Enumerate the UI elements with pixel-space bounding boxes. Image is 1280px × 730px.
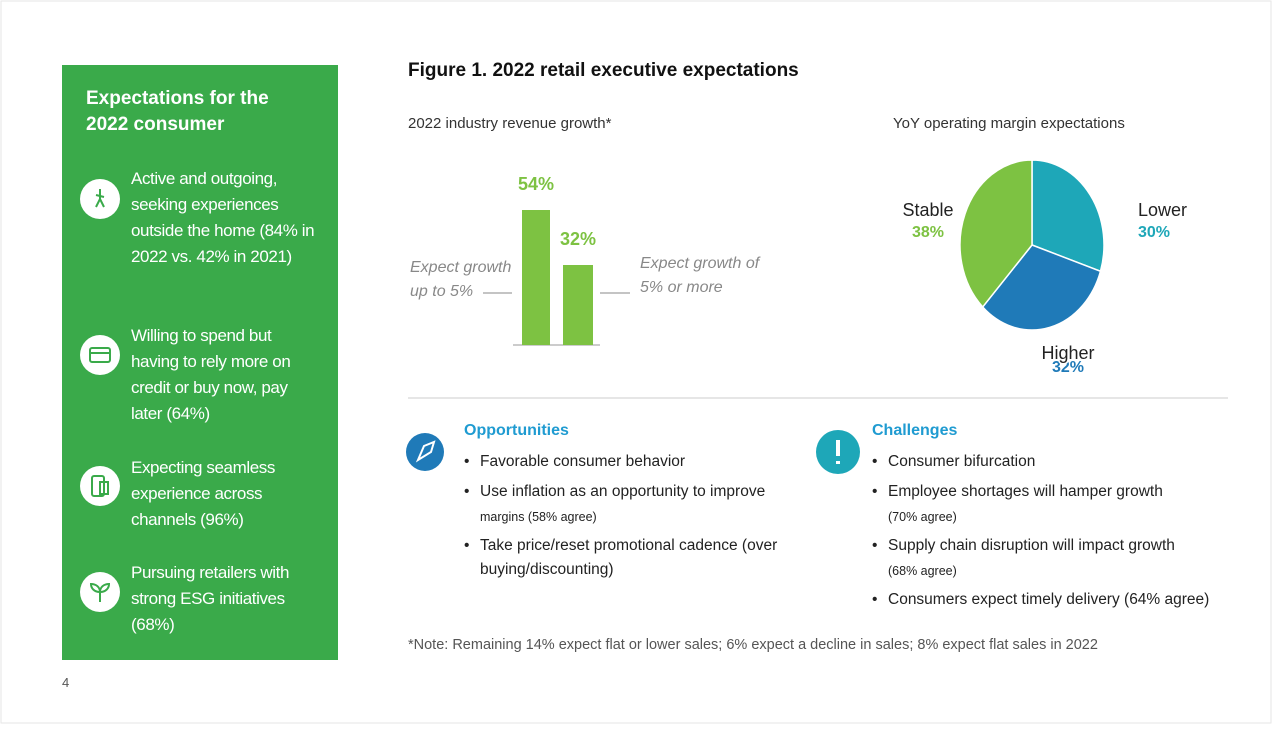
bullet-detail: (70% agree) bbox=[888, 510, 957, 524]
bullet-text: Use inflation as an opportunity to impro… bbox=[480, 483, 766, 500]
bullet-dot: • bbox=[464, 453, 470, 470]
bullet-dot: • bbox=[872, 591, 878, 608]
sidebar-item: Willing to spend but having to rely more… bbox=[131, 326, 291, 423]
bar-value-label: 32% bbox=[560, 229, 596, 249]
pie-category-label: Higher bbox=[1041, 343, 1094, 363]
bar bbox=[563, 265, 593, 345]
bullet-dot: • bbox=[872, 537, 878, 554]
pie-value-label: 30% bbox=[1138, 224, 1170, 241]
bullet-text: Employee shortages will hamper growth bbox=[888, 483, 1163, 500]
bullet-dot: • bbox=[872, 453, 878, 470]
pie-chart-title: YoY operating margin expectations bbox=[893, 115, 1125, 132]
bullet-item: • Employee shortages will hamper growth bbox=[872, 480, 1232, 504]
pie-category-label: Stable bbox=[902, 200, 953, 220]
pie-value-label: 38% bbox=[912, 224, 944, 241]
pie-category-label: Lower bbox=[1138, 200, 1187, 220]
figure-title: Figure 1. 2022 retail executive expectat… bbox=[408, 60, 799, 81]
bullet-item: • Take price/reset promotional cadence (o… bbox=[464, 534, 794, 582]
bullet-text: Consumer bifurcation bbox=[888, 453, 1036, 470]
bullet-text: Favorable consumer behavior bbox=[480, 453, 686, 470]
challenges-list: • Consumer bifurcation • Employee shortages… bbox=[872, 450, 1232, 618]
bullet-item: • Consumers expect timely delivery (64% a… bbox=[872, 588, 1232, 612]
challenges-title: Challenges bbox=[872, 422, 958, 439]
pie-value-label: 32% bbox=[1052, 359, 1084, 376]
sidebar-item: Active and outgoing, seeking experiences… bbox=[131, 169, 315, 266]
bullet-detail: margins (58% agree) bbox=[480, 510, 597, 524]
sidebar-item: Pursuing retailers with strong ESG initi… bbox=[131, 563, 290, 634]
rocket-glyph bbox=[415, 440, 436, 463]
bar-category-label: Expect growth up to 5% bbox=[410, 259, 512, 300]
page-number: 4 bbox=[62, 675, 70, 690]
bullet-dot: • bbox=[464, 483, 470, 500]
bullet-text: Supply chain disruption will impact grow… bbox=[888, 537, 1175, 554]
bullet-text: Take price/reset promotional cadence (ov… bbox=[480, 537, 778, 578]
bullet-item: • Consumer bifurcation bbox=[872, 450, 1232, 474]
bullet-text: Consumers expect timely delivery (64% ag… bbox=[888, 591, 1210, 608]
sidebar-title: Expectations for the 2022 consumer bbox=[86, 88, 269, 135]
bullet-item: • Favorable consumer behavior bbox=[464, 450, 794, 474]
bullet-detail: (68% agree) bbox=[888, 564, 957, 578]
bar-category-label: Expect growth of 5% or more bbox=[640, 255, 760, 296]
opportunities-title: Opportunities bbox=[464, 422, 569, 439]
pie-slice bbox=[959, 159, 1033, 309]
bullet-item: • Use inflation as an opportunity to impr… bbox=[464, 480, 794, 504]
note: *Note: Remaining 14% expect flat or lowe… bbox=[408, 637, 1098, 653]
bullet-item: • Supply chain disruption will impact gro… bbox=[872, 534, 1232, 558]
bar bbox=[522, 210, 550, 345]
bar-value-label: 54% bbox=[518, 174, 554, 194]
opportunities-list: • Favorable consumer behavior • Use inflati… bbox=[464, 450, 794, 588]
bar-chart-title: 2022 industry revenue growth* bbox=[408, 115, 612, 132]
icon-glyphs bbox=[89, 189, 111, 602]
bullet-dot: • bbox=[464, 537, 470, 554]
pie-slice bbox=[1031, 159, 1105, 273]
bullet-dot: • bbox=[872, 483, 878, 500]
sidebar-item: Expecting seamless experience across cha… bbox=[131, 458, 275, 529]
pie-slice bbox=[981, 244, 1102, 331]
opportunity-icon bbox=[406, 433, 444, 471]
